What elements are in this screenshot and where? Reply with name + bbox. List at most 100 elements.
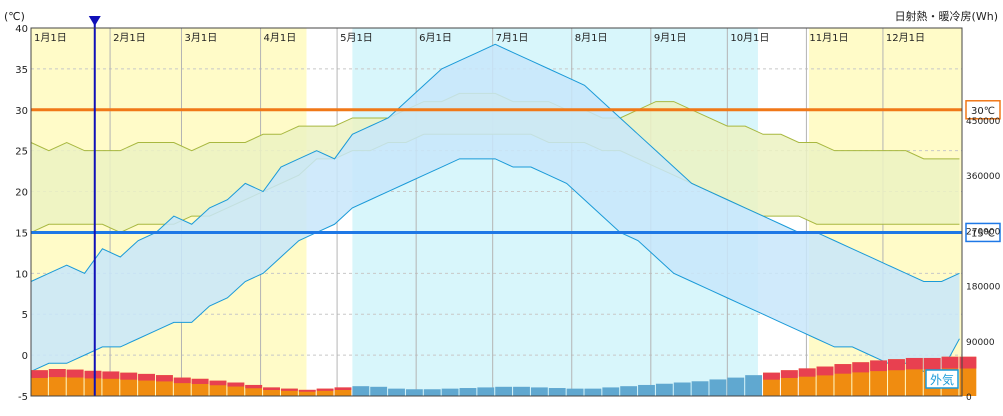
load-bar-peak xyxy=(66,369,84,378)
load-bar xyxy=(370,386,388,396)
load-bar-peak xyxy=(816,366,834,376)
load-bar-peak xyxy=(191,378,209,384)
outdoor-temp-area xyxy=(31,44,960,372)
reference-label-box xyxy=(965,100,1001,120)
load-bar-peak xyxy=(959,356,977,369)
load-bar xyxy=(638,384,655,396)
axes xyxy=(30,27,963,397)
y-tick-label: 15 xyxy=(15,228,28,239)
y-tick-label: 0 xyxy=(22,351,28,362)
y2-tick-label: 90000 xyxy=(966,338,995,348)
month-label: 10月1日 xyxy=(730,32,769,44)
series-label-box xyxy=(925,369,959,389)
month-label: 8月1日 xyxy=(575,32,608,44)
y2-tick-label: 270000 xyxy=(966,227,1001,237)
outdoor-temp-min-line xyxy=(30,158,960,372)
load-bar-peak xyxy=(48,369,66,378)
load-bar xyxy=(655,383,673,396)
y-tick-label: 30 xyxy=(15,106,28,117)
month-label: 2月1日 xyxy=(113,32,146,44)
y-tick-label: 40 xyxy=(15,24,28,35)
load-bar xyxy=(316,388,334,396)
y2-tick-label: 360000 xyxy=(966,172,1001,182)
load-bar xyxy=(602,387,620,396)
load-bar xyxy=(513,386,530,396)
load-bar xyxy=(709,379,727,396)
load-bar xyxy=(352,386,370,396)
secondary-axis-title: 日射熱・暖冷房(Wh) xyxy=(895,9,998,23)
load-bar xyxy=(727,377,745,396)
month-label: 12月1日 xyxy=(886,32,925,44)
load-bar-peak xyxy=(870,360,888,372)
load-bar xyxy=(280,388,298,396)
load-bar xyxy=(245,384,263,396)
month-label: 11月1日 xyxy=(809,32,848,44)
load-bar-peak xyxy=(227,382,245,387)
load-bar-peak xyxy=(334,387,352,390)
load-bar-peak xyxy=(209,380,227,386)
reference-label-30: 30℃ xyxy=(971,106,995,117)
load-bar xyxy=(620,386,638,396)
load-bar xyxy=(530,387,548,396)
cursor-marker xyxy=(88,16,101,26)
month-label: 4月1日 xyxy=(264,32,297,44)
load-bar-peak xyxy=(280,388,298,391)
indoor-temp-area xyxy=(31,93,960,233)
date-cursor xyxy=(88,16,101,396)
y-tick-label: -5 xyxy=(18,392,28,403)
load-bar xyxy=(745,375,763,396)
load-bar xyxy=(566,388,584,396)
load-bar-peak xyxy=(763,372,780,380)
y-unit-label: (℃) xyxy=(4,10,25,23)
load-bar-peak xyxy=(138,373,155,381)
month-label: 3月1日 xyxy=(184,32,217,44)
heating-load-bars xyxy=(31,356,977,396)
load-bar xyxy=(548,388,566,396)
load-bar xyxy=(459,388,477,396)
series-label: 外気 xyxy=(930,372,954,387)
load-bar xyxy=(334,387,352,396)
load-bar xyxy=(423,389,441,396)
month-label: 9月1日 xyxy=(654,32,687,44)
plot-frame xyxy=(30,27,963,397)
load-bar xyxy=(441,388,459,396)
load-bar-peak xyxy=(905,357,923,370)
y2-tick-label: 450000 xyxy=(966,117,1001,127)
month-label: 5月1日 xyxy=(340,32,373,44)
load-bar-peak xyxy=(941,356,959,369)
load-bar-peak xyxy=(923,357,941,370)
load-bar xyxy=(388,388,405,396)
load-bar-peak xyxy=(173,377,191,384)
y-tick-label: 25 xyxy=(15,147,28,158)
load-bar xyxy=(263,387,280,396)
reference-label-15: 15℃ xyxy=(971,228,995,239)
load-bar-peak xyxy=(31,370,48,378)
y-tick-label: 35 xyxy=(15,65,28,76)
month-label: 1月1日 xyxy=(34,32,67,44)
load-bar-peak xyxy=(834,364,852,374)
load-bar-peak xyxy=(798,368,816,377)
load-bar xyxy=(477,387,495,396)
y2-tick-label: 0 xyxy=(966,393,972,403)
axis-labels: 40 35 30 25 20 15 10 5 0 -5 450000 360000 270000 1800… xyxy=(15,24,1000,403)
load-bar xyxy=(405,389,423,396)
load-bar-peak xyxy=(102,371,120,379)
load-bar-peak xyxy=(155,375,173,382)
load-bar xyxy=(673,382,691,396)
load-bar-peak xyxy=(852,362,870,373)
load-bar-peak xyxy=(120,372,138,380)
load-bar xyxy=(298,389,316,396)
load-bar-peak xyxy=(298,389,316,392)
reference-label-box xyxy=(965,222,1001,243)
month-label: 7月1日 xyxy=(496,32,529,44)
load-bar-peak xyxy=(263,387,280,390)
load-bar-peak xyxy=(84,370,102,379)
y-tick-label: 20 xyxy=(15,188,28,199)
load-bar-peak xyxy=(316,388,334,391)
load-bar xyxy=(691,381,709,396)
load-bar-peak xyxy=(780,370,798,378)
load-bar-peak xyxy=(888,359,905,371)
y-tick-label: 5 xyxy=(22,310,28,321)
